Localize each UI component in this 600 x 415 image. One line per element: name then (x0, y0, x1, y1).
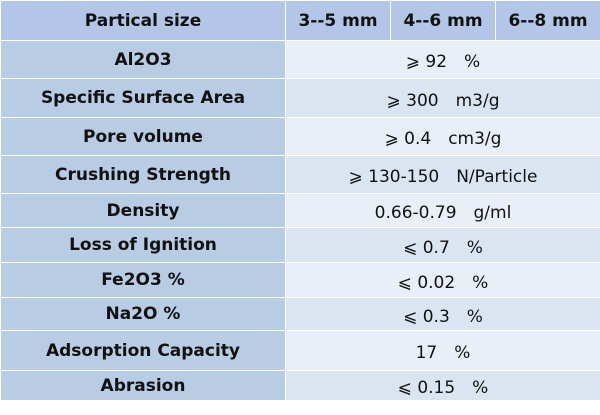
property-value: ⩾ 300 m3/g (285, 78, 600, 118)
header-cell: Partical size (0, 0, 286, 41)
header-cell: 6--8 mm (495, 0, 600, 41)
property-value: ⩾ 92 % (285, 40, 600, 79)
property-name: Crushing Strength (0, 155, 286, 194)
table-body: Partical size 3--5 mm 4--6 mm 6--8 mm Al2O3 ⩾… (0, 0, 600, 401)
header-cell: 4--6 mm (390, 0, 496, 41)
header-row: Partical size 3--5 mm 4--6 mm 6--8 mm (0, 0, 600, 41)
table-row: Crushing Strength ⩾ 130-150 N/Particle (0, 155, 600, 194)
property-value: ⩾ 130-150 N/Particle (285, 155, 600, 194)
table-row: Al2O3 ⩾ 92 % (0, 40, 600, 79)
property-value: ⩽ 0.7 % (285, 227, 600, 263)
table-row: Abrasion ⩽ 0.15 % (0, 370, 600, 401)
spec-table: Partical size 3--5 mm 4--6 mm 6--8 mm Al2O3 ⩾… (0, 0, 600, 401)
property-name: Abrasion (0, 370, 286, 401)
property-name: Loss of Ignition (0, 227, 286, 263)
property-name: Specific Surface Area (0, 78, 286, 118)
table-row: Adsorption Capacity 17 % (0, 330, 600, 371)
table-row: Density 0.66-0.79 g/ml (0, 193, 600, 228)
property-name: Pore volume (0, 117, 286, 156)
property-name: Density (0, 193, 286, 228)
header-cell: 3--5 mm (285, 0, 391, 41)
property-name: Na2O % (0, 297, 286, 331)
property-value: ⩽ 0.3 % (285, 297, 600, 331)
table-row: Na2O % ⩽ 0.3 % (0, 297, 600, 331)
property-value: 17 % (285, 330, 600, 371)
property-name: Adsorption Capacity (0, 330, 286, 371)
property-name: Al2O3 (0, 40, 286, 79)
table-row: Loss of Ignition ⩽ 0.7 % (0, 227, 600, 263)
property-value: ⩽ 0.02 % (285, 262, 600, 298)
property-value: ⩽ 0.15 % (285, 370, 600, 401)
property-name: Fe2O3 % (0, 262, 286, 298)
property-value: ⩾ 0.4 cm3/g (285, 117, 600, 156)
table-row: Fe2O3 % ⩽ 0.02 % (0, 262, 600, 298)
table-row: Pore volume ⩾ 0.4 cm3/g (0, 117, 600, 156)
table-row: Specific Surface Area ⩾ 300 m3/g (0, 78, 600, 118)
property-value: 0.66-0.79 g/ml (285, 193, 600, 228)
